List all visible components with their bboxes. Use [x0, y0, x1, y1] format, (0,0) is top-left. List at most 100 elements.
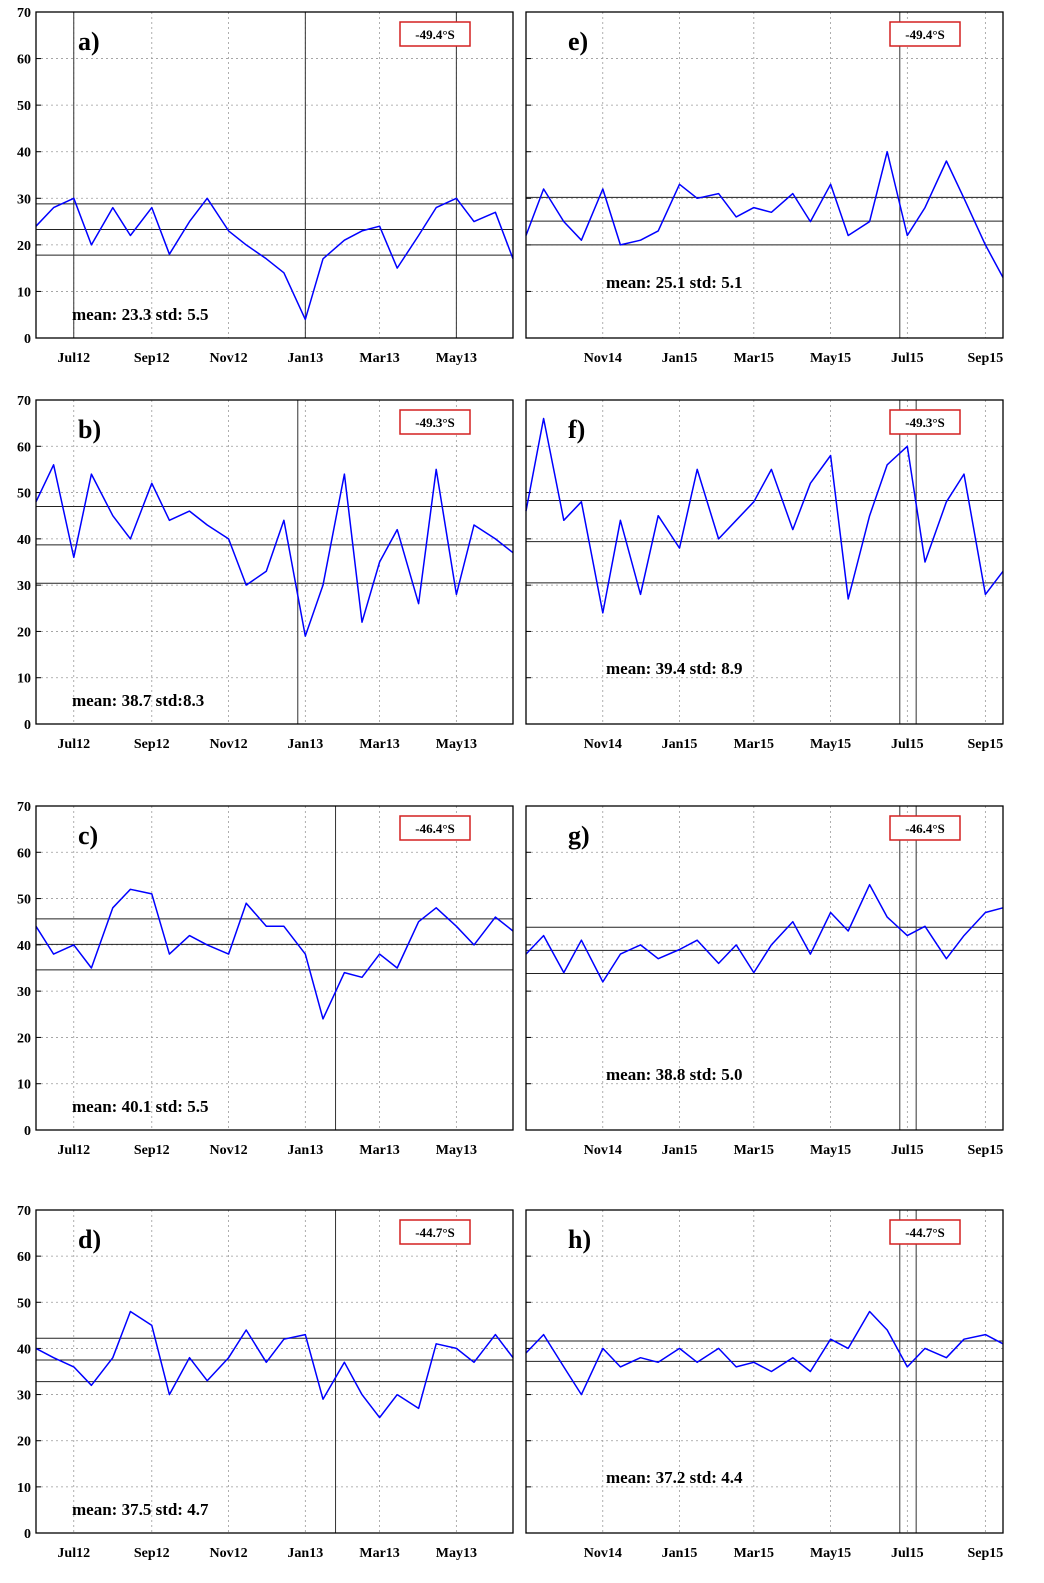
y-tick-label: 30 — [17, 985, 31, 1000]
x-tick-label: Jul12 — [57, 737, 90, 752]
x-tick-label: Sep12 — [134, 351, 170, 366]
stats-text: mean: 23.3 std: 5.5 — [72, 305, 208, 324]
panel-label: g) — [568, 821, 590, 850]
data-series-line — [525, 1310, 1004, 1396]
plot-area — [526, 806, 1003, 1130]
plot-area — [526, 400, 1003, 724]
plot-area — [526, 1210, 1003, 1533]
y-tick-label: 20 — [17, 239, 31, 254]
y-tick-label: 70 — [17, 394, 31, 409]
axes-frame — [35, 399, 514, 725]
x-tick-label: Jan13 — [287, 351, 323, 366]
plot-area — [526, 12, 1003, 338]
x-tick-label: Jan15 — [662, 351, 698, 366]
x-tick-label: Jan13 — [287, 1546, 323, 1561]
y-tick-label: 60 — [17, 846, 31, 861]
panel-a: 0 10 20 30 40 50 60 70 Jul12 Sep12 Nov12 Jan13 Mar13… — [17, 6, 514, 366]
latitude-label: -49.3°S — [415, 415, 455, 430]
y-tick-label: 40 — [17, 939, 31, 954]
panel-label: c) — [78, 821, 98, 850]
panel-label: f) — [568, 415, 585, 444]
x-tick-label: Jan15 — [662, 1143, 698, 1158]
x-tick-label: May13 — [436, 1143, 477, 1158]
latitude-box — [399, 21, 471, 47]
panel-d: 0 10 20 30 40 50 60 70 Jul12 Sep12 Nov12 Jan13 Mar13… — [17, 1204, 514, 1561]
axes-frame — [35, 11, 514, 339]
x-tick-label: Mar13 — [359, 737, 399, 752]
stats-text: mean: 37.5 std: 4.7 — [72, 1500, 209, 1519]
y-tick-label: 50 — [17, 1296, 31, 1311]
panel-label: d) — [78, 1225, 101, 1254]
x-tick-label: Sep12 — [134, 1546, 170, 1561]
y-tick-label: 30 — [17, 1389, 31, 1404]
x-tick-label: Jul12 — [57, 351, 90, 366]
y-tick-label: 20 — [17, 1435, 31, 1450]
y-tick-label: 70 — [17, 1204, 31, 1219]
y-tick-label: 0 — [24, 332, 31, 347]
x-tick-label: May15 — [810, 351, 851, 366]
x-tick-label: Sep12 — [134, 737, 170, 752]
panel-e: Nov14 Jan15 Mar15 May15 Jul15 Sep15 e) -49.4°S m… — [525, 11, 1004, 366]
x-tick-label: Mar13 — [359, 351, 399, 366]
y-tick-label: 20 — [17, 625, 31, 640]
x-tick-label: Nov12 — [209, 1546, 247, 1561]
x-tick-label: Sep15 — [967, 737, 1003, 752]
latitude-label: -44.7°S — [415, 1225, 455, 1240]
stats-text: mean: 38.8 std: 5.0 — [606, 1065, 742, 1084]
x-tick-label: Mar13 — [359, 1143, 399, 1158]
x-tick-label: Sep15 — [967, 351, 1003, 366]
latitude-box — [399, 1219, 471, 1245]
plot-area — [36, 806, 513, 1130]
axes-frame — [35, 1209, 514, 1534]
data-series-line — [525, 883, 1004, 983]
latitude-box — [889, 1219, 961, 1245]
x-tick-label: May15 — [810, 737, 851, 752]
data-series-line — [35, 888, 514, 1020]
x-tick-label: Mar13 — [359, 1546, 399, 1561]
latitude-label: -49.3°S — [905, 415, 945, 430]
axes-frame — [525, 1209, 1004, 1534]
panel-label: a) — [78, 27, 100, 56]
x-tick-label: Mar15 — [734, 1546, 774, 1561]
y-tick-label: 10 — [17, 1481, 31, 1496]
y-tick-label: 70 — [17, 800, 31, 815]
y-tick-label: 30 — [17, 579, 31, 594]
y-tick-label: 40 — [17, 1342, 31, 1357]
y-tick-label: 20 — [17, 1031, 31, 1046]
x-tick-label: Jul12 — [57, 1546, 90, 1561]
y-tick-label: 0 — [24, 1527, 31, 1542]
plot-area — [36, 400, 513, 724]
x-tick-label: Jul15 — [891, 351, 924, 366]
x-tick-label: Mar15 — [734, 351, 774, 366]
x-tick-label: Jan13 — [287, 737, 323, 752]
data-series-line — [35, 1310, 514, 1419]
y-tick-label: 10 — [17, 285, 31, 300]
x-tick-label: Sep12 — [134, 1143, 170, 1158]
panel-g: Nov14 Jan15 Mar15 May15 Jul15 Sep15 g) -46.4°S m… — [525, 805, 1004, 1158]
x-tick-label: Nov14 — [584, 351, 622, 366]
latitude-label: -49.4°S — [415, 27, 455, 42]
latitude-box — [399, 815, 471, 841]
y-tick-label: 0 — [24, 718, 31, 733]
latitude-box — [889, 21, 961, 47]
latitude-box — [889, 409, 961, 435]
stats-text: mean: 40.1 std: 5.5 — [72, 1097, 208, 1116]
axes-frame — [35, 805, 514, 1131]
x-tick-label: Jul15 — [891, 1143, 924, 1158]
y-tick-label: 40 — [17, 146, 31, 161]
latitude-label: -46.4°S — [905, 821, 945, 836]
y-tick-label: 30 — [17, 192, 31, 207]
x-tick-label: Nov12 — [209, 737, 247, 752]
x-tick-label: Sep15 — [967, 1143, 1003, 1158]
y-tick-label: 60 — [17, 440, 31, 455]
x-tick-label: Mar15 — [734, 1143, 774, 1158]
y-tick-label: 10 — [17, 672, 31, 687]
plot-area — [36, 1210, 513, 1533]
stats-text: mean: 38.7 std:8.3 — [72, 691, 204, 710]
panel-f: Nov14 Jan15 Mar15 May15 Jul15 Sep15 f) -49.3°S m… — [525, 399, 1004, 752]
x-tick-label: Nov14 — [584, 1546, 622, 1561]
stats-text: mean: 37.2 std: 4.4 — [606, 1468, 743, 1487]
axes-frame — [525, 805, 1004, 1131]
panel-b: 0 10 20 30 40 50 60 70 Jul12 Sep12 Nov12 Jan13 Mar13… — [17, 394, 514, 752]
